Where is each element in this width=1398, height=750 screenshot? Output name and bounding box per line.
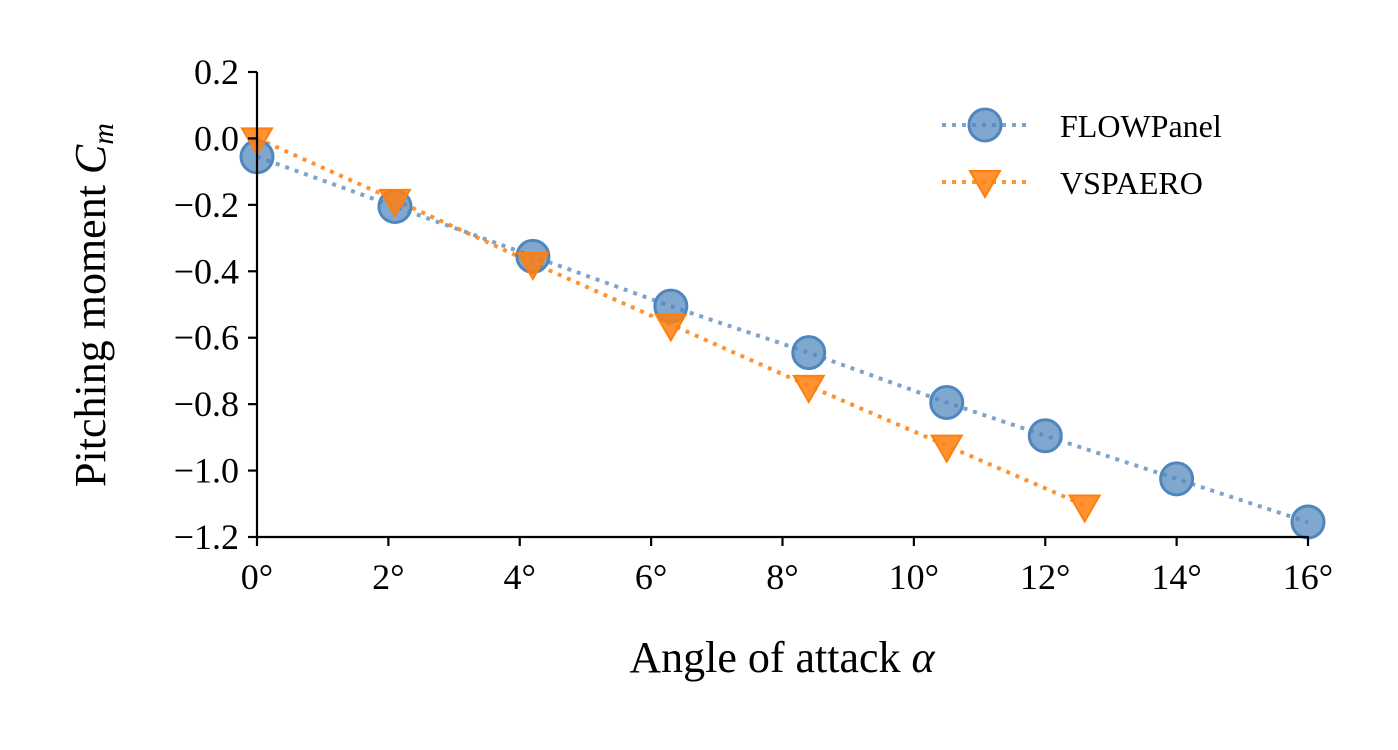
y-axis-subscript: m [87, 123, 120, 145]
plot-markers [239, 127, 1326, 540]
y-axis-label: Pitching moment Cm [66, 123, 120, 487]
legend-marker-vspaero [968, 170, 1002, 200]
data-point-vspaero [792, 374, 826, 404]
x-tick-label: 14° [1151, 557, 1201, 597]
data-point-flowpanel [929, 384, 965, 420]
y-tick-label: −1.0 [174, 451, 239, 491]
y-ticks: 0.2 0.0 −0.2 −0.4 −0.6 −0.8 −1.0 −1.2 [174, 52, 257, 557]
y-tick-label: −0.8 [174, 384, 239, 424]
legend-item-vspaero: VSPAERO [942, 165, 1203, 201]
y-tick-label: −0.4 [174, 251, 239, 291]
series-line-flowpanel [256, 154, 1309, 524]
y-tick-label: −0.2 [174, 185, 239, 225]
data-point-flowpanel [1027, 418, 1063, 454]
y-tick-label: 0.2 [194, 52, 239, 92]
legend: FLOWPanel VSPAERO [942, 107, 1222, 201]
data-point-vspaero [929, 434, 964, 464]
data-point-flowpanel [1290, 504, 1326, 540]
x-tick-label: 12° [1020, 557, 1070, 597]
x-tick-label: 6° [635, 557, 667, 597]
x-tick-label: 0° [241, 557, 273, 597]
data-point-vspaero [516, 251, 550, 281]
x-axis-symbol: α [912, 633, 936, 682]
y-axis-symbol: C [66, 144, 115, 174]
data-point-flowpanel [1159, 461, 1195, 497]
y-tick-label: 0.0 [194, 118, 239, 158]
legend-marker-flowpanel [967, 107, 1003, 143]
x-ticks: 0° 2° 4° 6° 8° 10° 12° 14° 16° [241, 537, 1333, 597]
x-axis-label-text: Angle of attack [629, 633, 900, 682]
x-tick-label: 16° [1283, 557, 1333, 597]
data-point-vspaero [1067, 494, 1102, 524]
data-point-vspaero [654, 313, 688, 343]
data-point-flowpanel [791, 335, 827, 371]
y-axis-label-text: Pitching moment [66, 185, 115, 487]
x-tick-label: 2° [372, 557, 404, 597]
x-tick-label: 10° [889, 557, 939, 597]
x-tick-label: 8° [766, 557, 798, 597]
legend-label-vspaero: VSPAERO [1060, 165, 1203, 201]
legend-label-flowpanel: FLOWPanel [1060, 108, 1222, 144]
data-point-vspaero [378, 188, 412, 218]
y-tick-label: −1.2 [174, 517, 239, 557]
y-tick-label: −0.6 [174, 318, 239, 358]
x-tick-label: 4° [504, 557, 536, 597]
legend-item-flowpanel: FLOWPanel [942, 107, 1222, 144]
x-axis-label: Angle of attack α [629, 633, 935, 682]
